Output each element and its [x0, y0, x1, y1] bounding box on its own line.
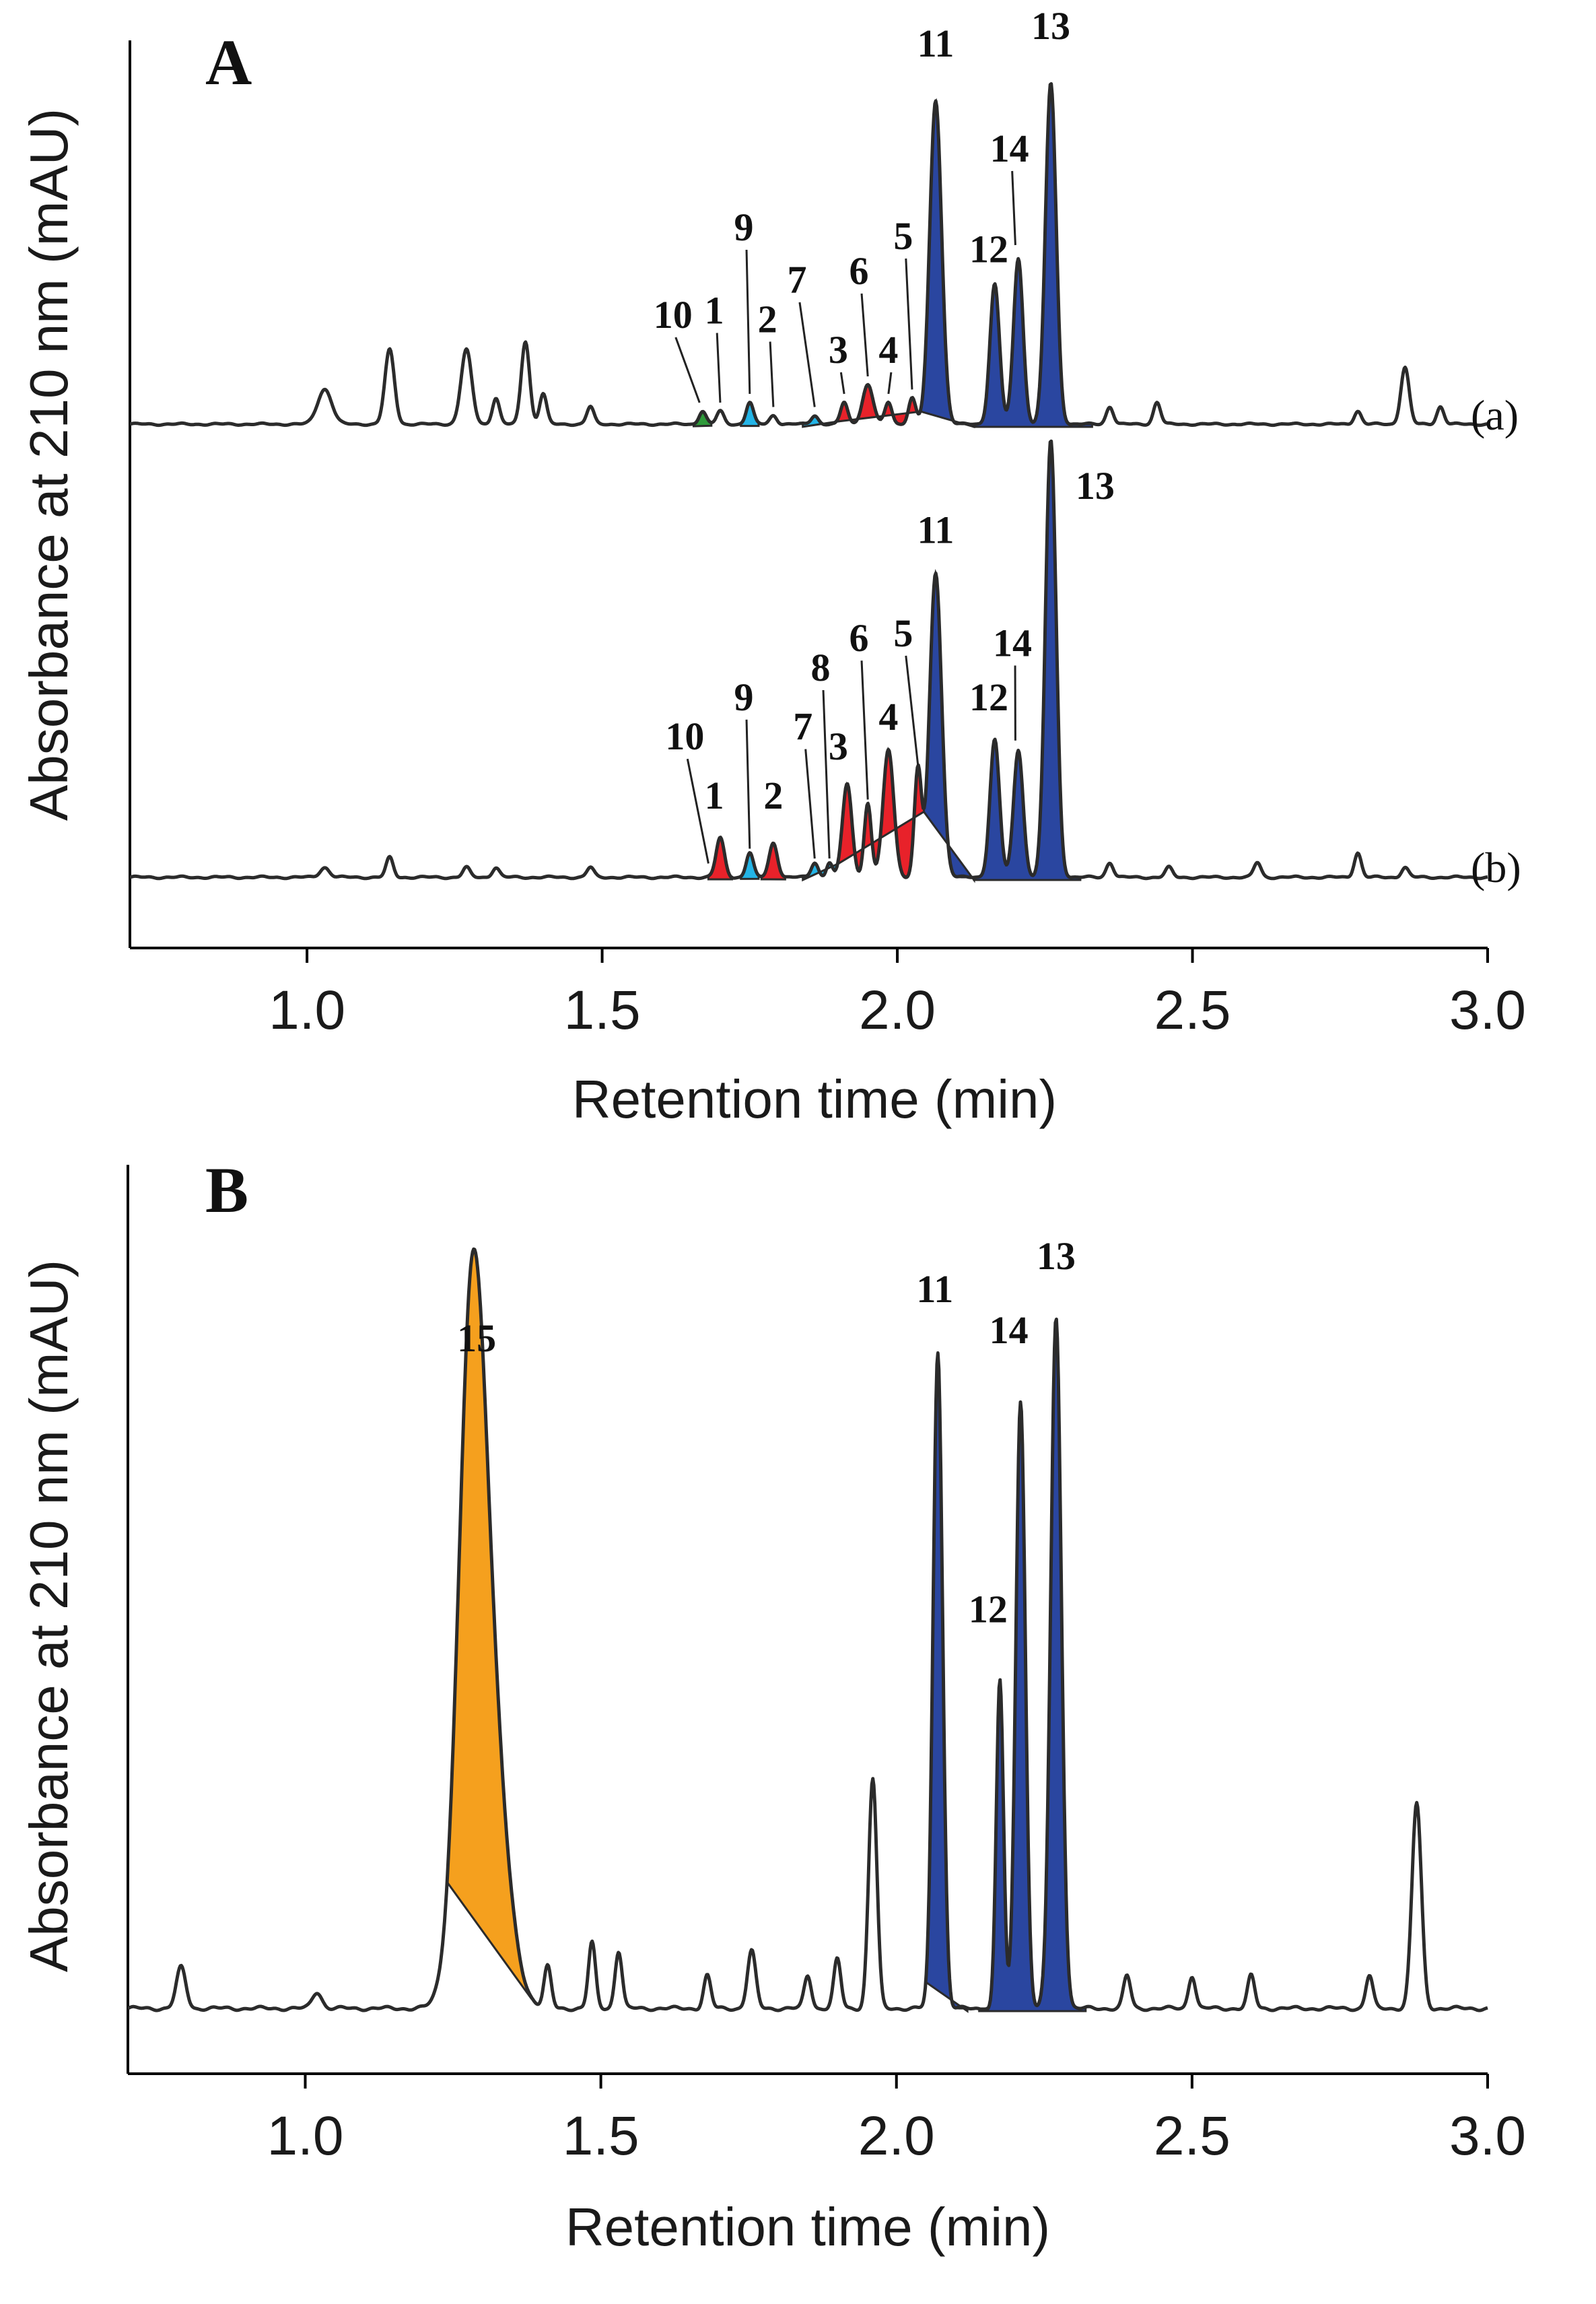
- panel-b-y-axis-title: Absorbance at 210 nm (mAU): [19, 1260, 79, 1972]
- leader-line-7: [804, 749, 816, 859]
- peak-label-6: 6: [849, 616, 869, 660]
- x-tick-label-2.0: 2.0: [858, 2105, 935, 2167]
- peak-label-1: 1: [705, 289, 724, 333]
- panel-a-x-ticks: 1.0 1.5 2.0 2.5 3.0: [269, 948, 1526, 1041]
- x-tick-label-2.0: 2.0: [859, 980, 936, 1041]
- peak-label-7: 7: [793, 705, 812, 749]
- peak-label-11: 11: [916, 1267, 953, 1311]
- peak-label-5: 5: [893, 214, 913, 258]
- peak-label-1: 1: [705, 774, 724, 817]
- leader-line-1: [716, 333, 722, 403]
- x-tick-label-1.0: 1.0: [269, 980, 345, 1041]
- panel-a-x-axis-title: Retention time (min): [572, 1069, 1057, 1129]
- leader-line-2: [769, 341, 775, 407]
- peak-label-14: 14: [990, 1308, 1029, 1352]
- leader-line-9: [745, 249, 751, 395]
- trace-a-label: (a): [1471, 391, 1519, 439]
- peak-label-10: 10: [654, 293, 693, 337]
- shaded-region-orange: [446, 1248, 531, 2000]
- leader-line-3: [839, 372, 845, 395]
- x-tick-label-1.0: 1.0: [267, 2105, 343, 2167]
- chromatogram-trace-(b): [129, 439, 1489, 881]
- peak-label-15: 15: [457, 1316, 496, 1360]
- leader-line-10: [686, 758, 709, 864]
- x-tick-label-3.0: 3.0: [1449, 980, 1526, 1041]
- peak-label-13: 13: [1076, 464, 1115, 508]
- peak-label-12: 12: [969, 1588, 1008, 1631]
- panel-b-letter: B: [205, 1154, 248, 1226]
- x-tick-label-2.5: 2.5: [1154, 980, 1231, 1041]
- peak-label-8: 8: [811, 646, 831, 689]
- panel-a: A Absorbance at 210 nm (mAU) Retention t…: [19, 4, 1526, 1129]
- leader-line-5: [905, 655, 920, 766]
- leader-line-4: [887, 372, 893, 395]
- peak-label-4: 4: [878, 328, 898, 372]
- peak-label-4: 4: [878, 695, 898, 739]
- peak-label-13: 13: [1031, 4, 1070, 48]
- panel-b-traces: [127, 1247, 1489, 2012]
- x-tick-label-1.5: 1.5: [564, 980, 641, 1041]
- panel-a-traces: [129, 82, 1489, 881]
- leader-line-7: [798, 302, 816, 407]
- peak-label-5: 5: [893, 611, 913, 655]
- panel-b-x-axis-title: Retention time (min): [565, 2197, 1050, 2257]
- leader-line-10: [674, 337, 701, 403]
- chromatogram-trace-B: [127, 1247, 1489, 2012]
- peak-label-14: 14: [993, 621, 1032, 665]
- panel-b-x-ticks: 1.0 1.5 2.0 2.5 3.0: [267, 2074, 1526, 2167]
- peak-label-3: 3: [829, 724, 848, 768]
- leader-line-14: [1011, 170, 1016, 246]
- panel-a-y-axis-title: Absorbance at 210 nm (mAU): [19, 108, 79, 821]
- chromatogram-trace-(a): [129, 82, 1489, 428]
- peak-label-7: 7: [787, 258, 806, 302]
- peak-label-10: 10: [665, 714, 704, 758]
- leader-line-5: [905, 258, 913, 390]
- panel-b: B Absorbance at 210 nm (mAU) Retention t…: [19, 1154, 1526, 2257]
- leader-line-8: [822, 689, 831, 859]
- peak-label-12: 12: [969, 675, 1008, 719]
- peak-label-3: 3: [829, 328, 848, 372]
- peak-label-2: 2: [763, 774, 783, 817]
- peak-label-13: 13: [1037, 1234, 1076, 1278]
- leader-line-9: [745, 719, 751, 849]
- x-tick-label-2.5: 2.5: [1154, 2105, 1230, 2167]
- peak-label-11: 11: [917, 22, 955, 65]
- x-tick-label-1.5: 1.5: [563, 2105, 639, 2167]
- peak-label-2: 2: [758, 298, 777, 341]
- leader-line-6: [860, 660, 869, 800]
- peak-label-12: 12: [969, 228, 1008, 271]
- panel-a-letter: A: [205, 26, 252, 98]
- peak-label-9: 9: [734, 675, 754, 719]
- panel-a-shaded-regions: [693, 82, 1093, 883]
- peak-label-6: 6: [849, 249, 869, 293]
- peak-label-14: 14: [990, 127, 1029, 170]
- leader-line-6: [860, 293, 869, 377]
- peak-label-9: 9: [734, 205, 754, 249]
- x-tick-label-3.0: 3.0: [1449, 2105, 1526, 2167]
- peak-label-11: 11: [917, 508, 955, 552]
- trace-b-label: (b): [1471, 844, 1521, 891]
